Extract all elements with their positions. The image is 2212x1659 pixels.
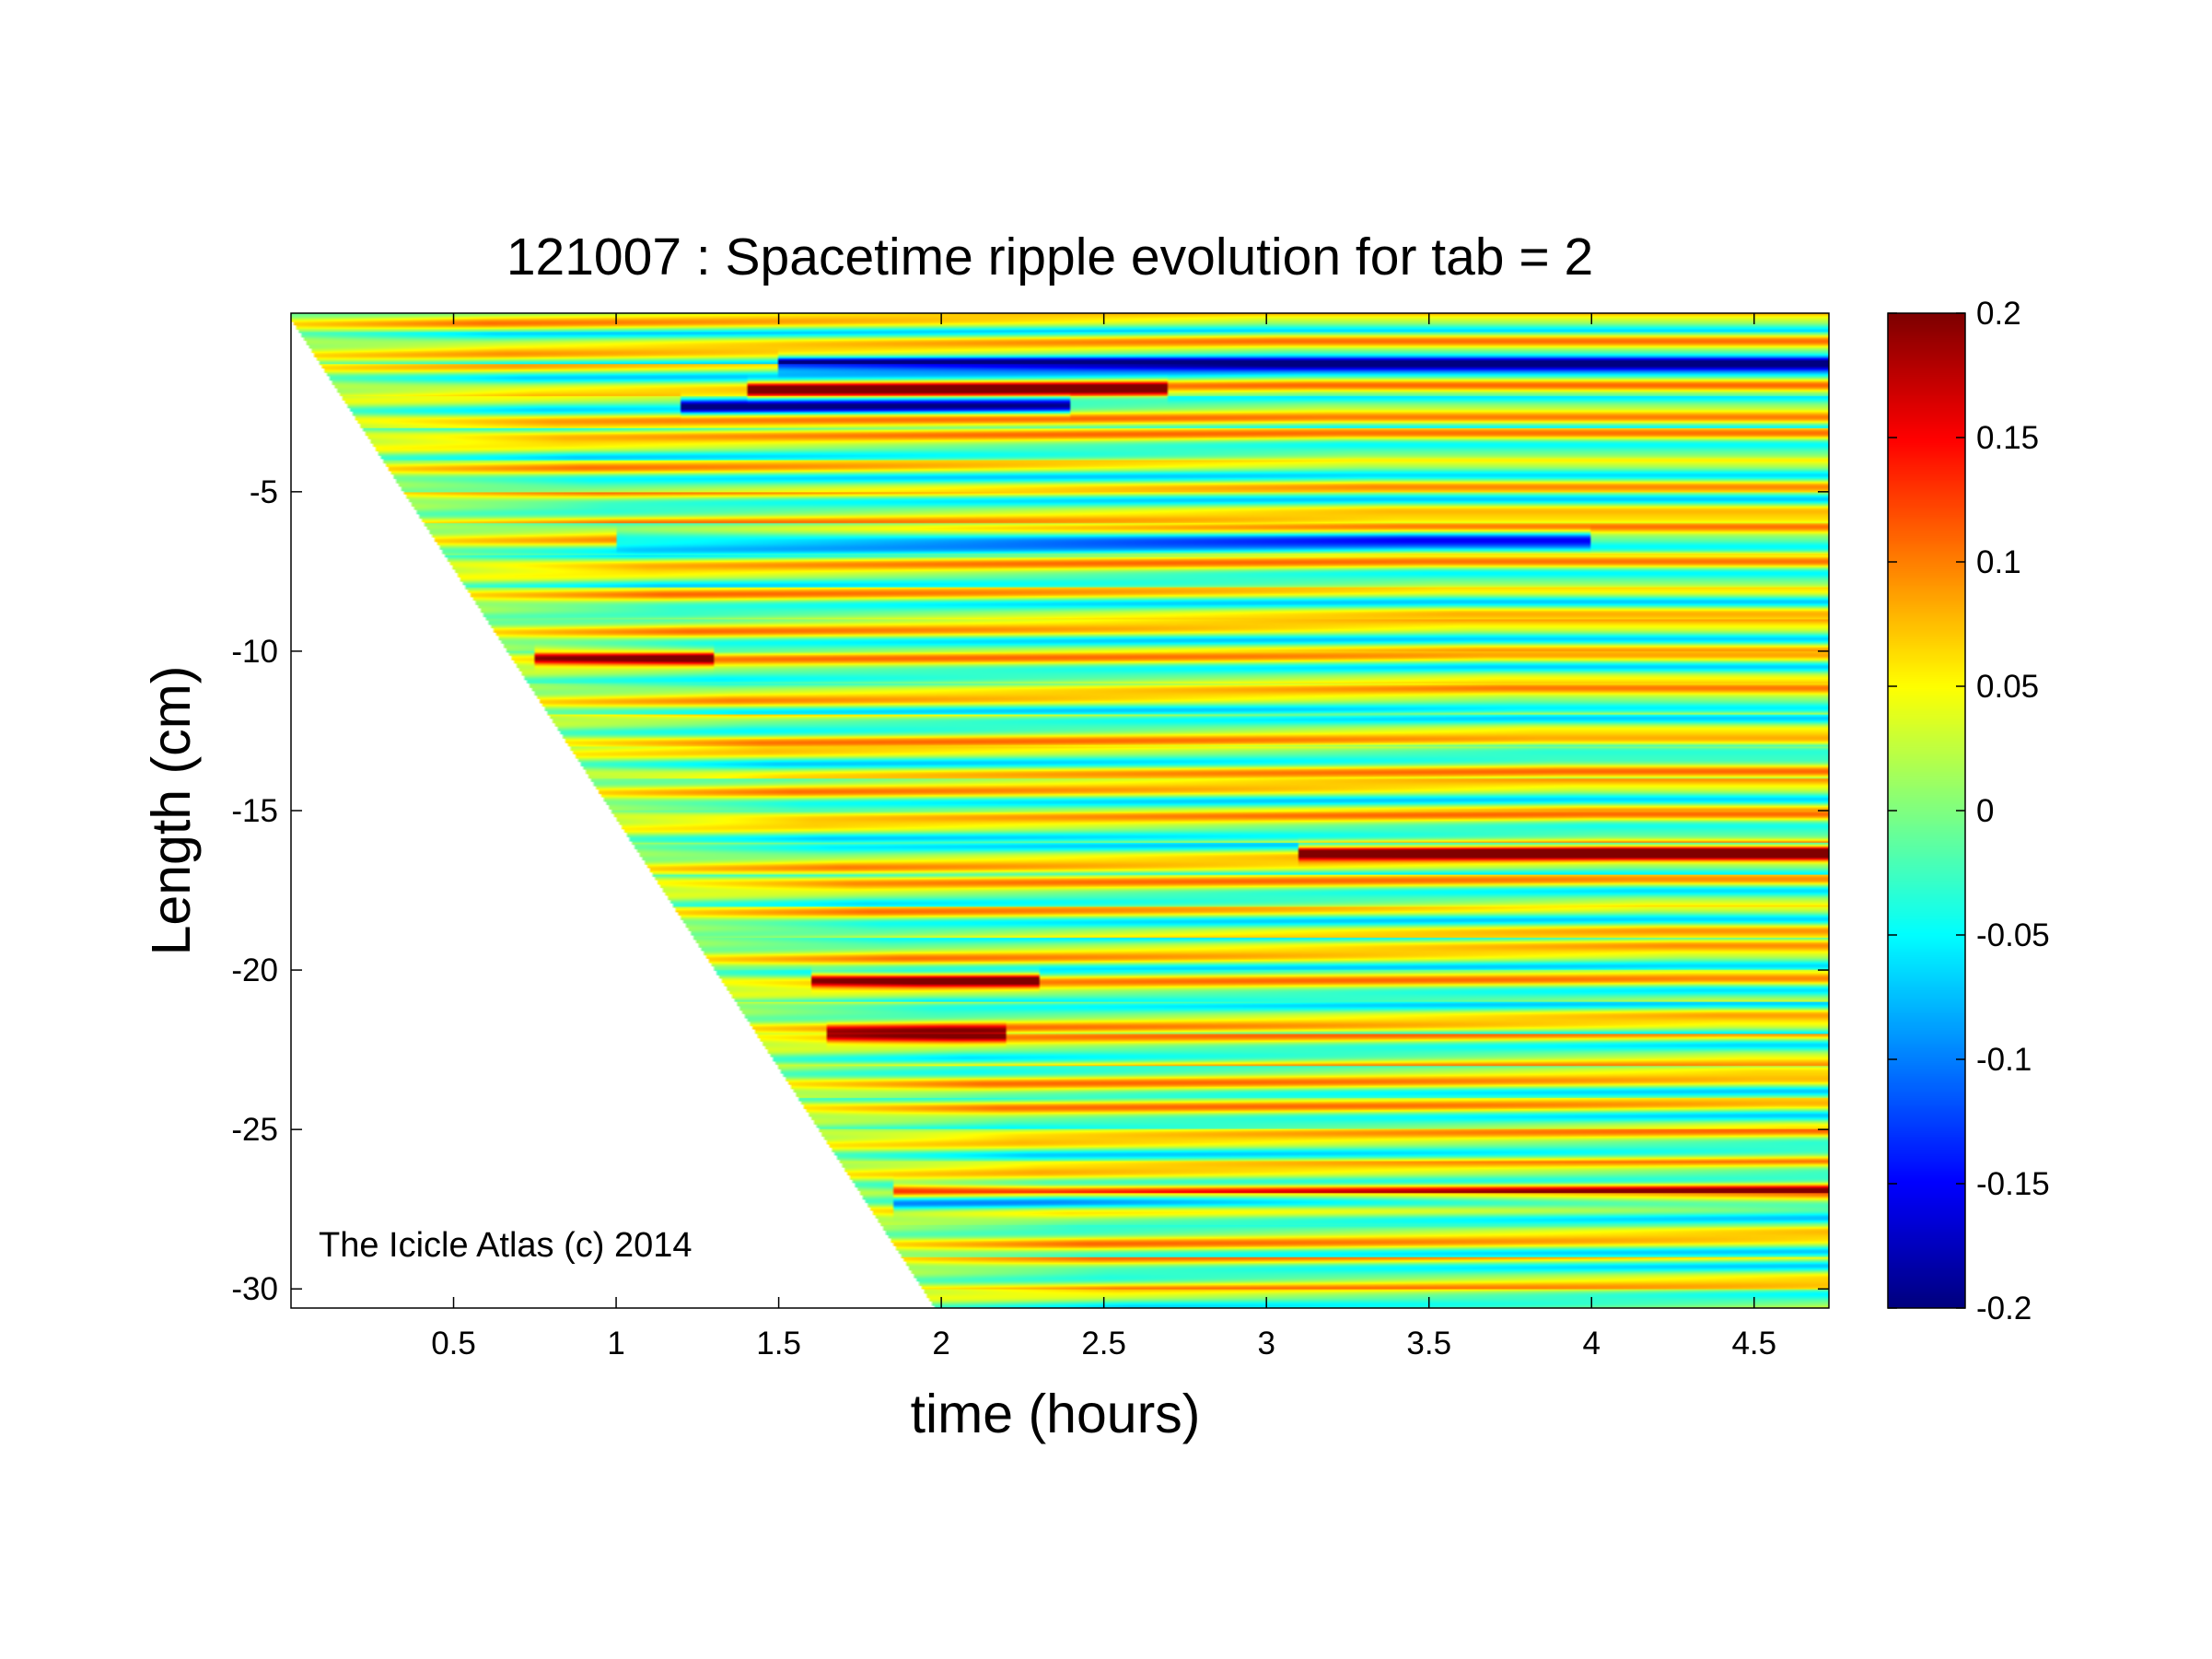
colorbar-gradient (1888, 313, 1965, 1308)
x-tick-label: 2.5 (1081, 1326, 1126, 1361)
colorbar-tick-label: 0.15 (1976, 420, 2039, 456)
colorbar-tick-label: -0.1 (1976, 1042, 2032, 1078)
colorbar-tick-label: -0.2 (1976, 1291, 2032, 1326)
y-axis-ticks: -5 -10 -15 -20 -25 -30 (231, 474, 1829, 1307)
y-tick-label: -15 (231, 793, 278, 829)
x-tick-label: 3.5 (1406, 1326, 1451, 1361)
x-tick-label: 0.5 (431, 1326, 476, 1361)
y-tick-label: -30 (231, 1271, 278, 1307)
y-tick-label: -25 (231, 1112, 278, 1148)
y-tick-label: -20 (231, 952, 278, 988)
y-axis-label: Length (cm) (141, 666, 202, 956)
colorbar-tick-label: -0.05 (1976, 917, 2050, 953)
x-tick-label: 2 (932, 1326, 949, 1361)
colorbar-tick-label: -0.15 (1976, 1166, 2050, 1202)
y-tick-label: -10 (231, 634, 278, 670)
x-tick-label: 1.5 (756, 1326, 801, 1361)
x-tick-label: 4 (1583, 1326, 1601, 1361)
colorbar-tick-label: 0.05 (1976, 669, 2039, 705)
heatmap-image (291, 313, 1829, 1308)
colorbar-tick-label: 0.1 (1976, 544, 2021, 580)
plot-area: 0.5 1 1.5 2 2.5 3 3.5 4 4.5 -5 -10 -15 -20 -25 -30 (231, 312, 1830, 1361)
chart-title: 121007 : Spacetime ripple evolution for … (506, 228, 1593, 286)
colorbar: 0.2 0.15 0.1 0.05 0 -0.05 -0.1 -0.15 -0.2 (1887, 296, 2050, 1326)
colorbar-ticks: 0.2 0.15 0.1 0.05 0 -0.05 -0.1 -0.15 -0.2 (1888, 296, 2050, 1326)
colorbar-tick-label: 0.2 (1976, 296, 2021, 332)
x-tick-label: 1 (607, 1326, 624, 1361)
watermark-text: The Icicle Atlas (c) 2014 (319, 1226, 693, 1265)
x-tick-label: 3 (1257, 1326, 1275, 1361)
x-axis-label: time (hours) (911, 1384, 1201, 1444)
colorbar-tick-label: 0 (1976, 793, 1994, 829)
x-axis-ticks: 0.5 1 1.5 2 2.5 3 3.5 4 4.5 (431, 313, 1776, 1361)
x-tick-label: 4.5 (1731, 1326, 1776, 1361)
y-tick-label: -5 (250, 474, 278, 510)
